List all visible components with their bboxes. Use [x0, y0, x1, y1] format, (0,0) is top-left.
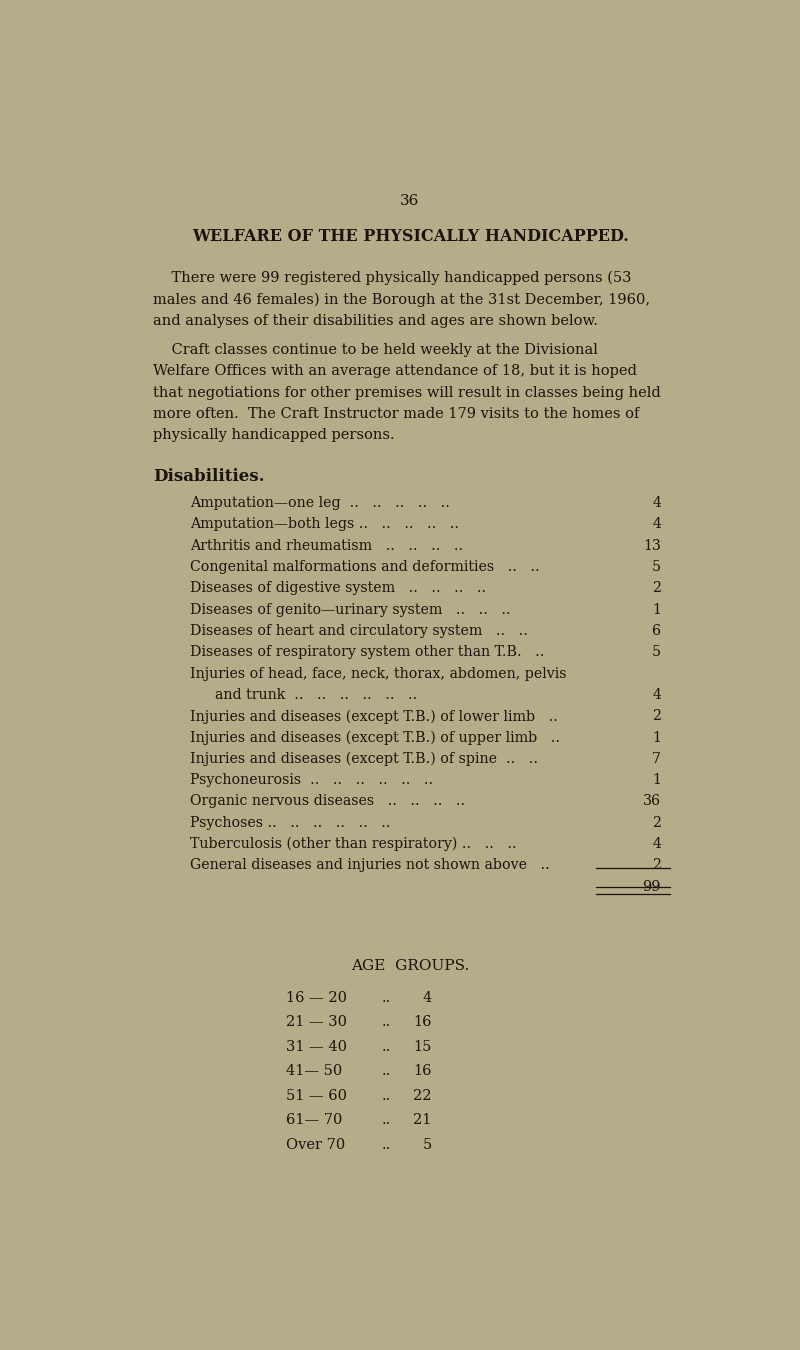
- Text: 21: 21: [414, 1112, 432, 1127]
- Text: Diseases of digestive system   ..   ..   ..   ..: Diseases of digestive system .. .. .. ..: [190, 582, 486, 595]
- Text: males and 46 females) in the Borough at the 31st December, 1960,: males and 46 females) in the Borough at …: [153, 292, 650, 306]
- Text: 15: 15: [414, 1040, 432, 1053]
- Text: 13: 13: [643, 539, 661, 552]
- Text: Amputation—both legs ..   ..   ..   ..   ..: Amputation—both legs .. .. .. .. ..: [190, 517, 459, 532]
- Text: Psychoneurosis  ..   ..   ..   ..   ..   ..: Psychoneurosis .. .. .. .. .. ..: [190, 774, 433, 787]
- Text: 36: 36: [643, 795, 661, 809]
- Text: WELFARE OF THE PHYSICALLY HANDICAPPED.: WELFARE OF THE PHYSICALLY HANDICAPPED.: [192, 228, 628, 246]
- Text: AGE  GROUPS.: AGE GROUPS.: [351, 958, 469, 972]
- Text: 2: 2: [652, 709, 661, 724]
- Text: 2: 2: [652, 859, 661, 872]
- Text: 16: 16: [414, 1015, 432, 1029]
- Text: Amputation—one leg  ..   ..   ..   ..   ..: Amputation—one leg .. .. .. .. ..: [190, 497, 450, 510]
- Text: 2: 2: [652, 815, 661, 830]
- Text: Craft classes continue to be held weekly at the Divisional: Craft classes continue to be held weekly…: [153, 343, 598, 358]
- Text: 5: 5: [652, 645, 661, 659]
- Text: Injuries and diseases (except T.B.) of lower limb   ..: Injuries and diseases (except T.B.) of l…: [190, 709, 558, 724]
- Text: Arthritis and rheumatism   ..   ..   ..   ..: Arthritis and rheumatism .. .. .. ..: [190, 539, 463, 552]
- Text: 2: 2: [652, 582, 661, 595]
- Text: 36: 36: [400, 194, 420, 208]
- Text: 99: 99: [642, 880, 661, 894]
- Text: General diseases and injuries not shown above   ..: General diseases and injuries not shown …: [190, 859, 550, 872]
- Text: 1: 1: [652, 730, 661, 745]
- Text: ..: ..: [382, 1088, 391, 1103]
- Text: Diseases of genito—urinary system   ..   ..   ..: Diseases of genito—urinary system .. .. …: [190, 602, 510, 617]
- Text: 16: 16: [414, 1064, 432, 1079]
- Text: ..: ..: [382, 1040, 391, 1053]
- Text: 16 — 20: 16 — 20: [286, 991, 347, 1004]
- Text: Organic nervous diseases   ..   ..   ..   ..: Organic nervous diseases .. .. .. ..: [190, 795, 465, 809]
- Text: Injuries and diseases (except T.B.) of upper limb   ..: Injuries and diseases (except T.B.) of u…: [190, 730, 560, 745]
- Text: Welfare Offices with an average attendance of 18, but it is hoped: Welfare Offices with an average attendan…: [153, 364, 637, 378]
- Text: ..: ..: [382, 1015, 391, 1029]
- Text: 51 — 60: 51 — 60: [286, 1088, 347, 1103]
- Text: Tuberculosis (other than respiratory) ..   ..   ..: Tuberculosis (other than respiratory) ..…: [190, 837, 517, 852]
- Text: 4: 4: [652, 497, 661, 510]
- Text: 1: 1: [652, 602, 661, 617]
- Text: Injuries and diseases (except T.B.) of spine  ..   ..: Injuries and diseases (except T.B.) of s…: [190, 752, 538, 767]
- Text: 4: 4: [652, 688, 661, 702]
- Text: and analyses of their disabilities and ages are shown below.: and analyses of their disabilities and a…: [153, 313, 598, 328]
- Text: 61— 70: 61— 70: [286, 1112, 342, 1127]
- Text: Congenital malformations and deformities   ..   ..: Congenital malformations and deformities…: [190, 560, 539, 574]
- Text: 31 — 40: 31 — 40: [286, 1040, 347, 1053]
- Text: 41— 50: 41— 50: [286, 1064, 342, 1079]
- Text: There were 99 registered physically handicapped persons (53: There were 99 registered physically hand…: [153, 271, 631, 285]
- Text: Diseases of respiratory system other than T.B.   ..: Diseases of respiratory system other tha…: [190, 645, 544, 659]
- Text: more often.  The Craft Instructor made 179 visits to the homes of: more often. The Craft Instructor made 17…: [153, 408, 639, 421]
- Text: ..: ..: [382, 991, 391, 1004]
- Text: 6: 6: [652, 624, 661, 639]
- Text: 4: 4: [422, 991, 432, 1004]
- Text: Injuries of head, face, neck, thorax, abdomen, pelvis: Injuries of head, face, neck, thorax, ab…: [190, 667, 566, 680]
- Text: physically handicapped persons.: physically handicapped persons.: [153, 428, 394, 443]
- Text: ..: ..: [382, 1112, 391, 1127]
- Text: ..: ..: [382, 1064, 391, 1079]
- Text: that negotiations for other premises will result in classes being held: that negotiations for other premises wil…: [153, 386, 661, 400]
- Text: 7: 7: [652, 752, 661, 765]
- Text: 22: 22: [414, 1088, 432, 1103]
- Text: 5: 5: [422, 1138, 432, 1152]
- Text: 21 — 30: 21 — 30: [286, 1015, 347, 1029]
- Text: Psychoses ..   ..   ..   ..   ..   ..: Psychoses .. .. .. .. .. ..: [190, 815, 390, 830]
- Text: 4: 4: [652, 837, 661, 850]
- Text: and trunk  ..   ..   ..   ..   ..   ..: and trunk .. .. .. .. .. ..: [214, 688, 417, 702]
- Text: Diseases of heart and circulatory system   ..   ..: Diseases of heart and circulatory system…: [190, 624, 528, 639]
- Text: Disabilities.: Disabilities.: [153, 468, 264, 486]
- Text: 5: 5: [652, 560, 661, 574]
- Text: ..: ..: [382, 1138, 391, 1152]
- Text: Over 70: Over 70: [286, 1138, 346, 1152]
- Text: 1: 1: [652, 774, 661, 787]
- Text: 4: 4: [652, 517, 661, 532]
